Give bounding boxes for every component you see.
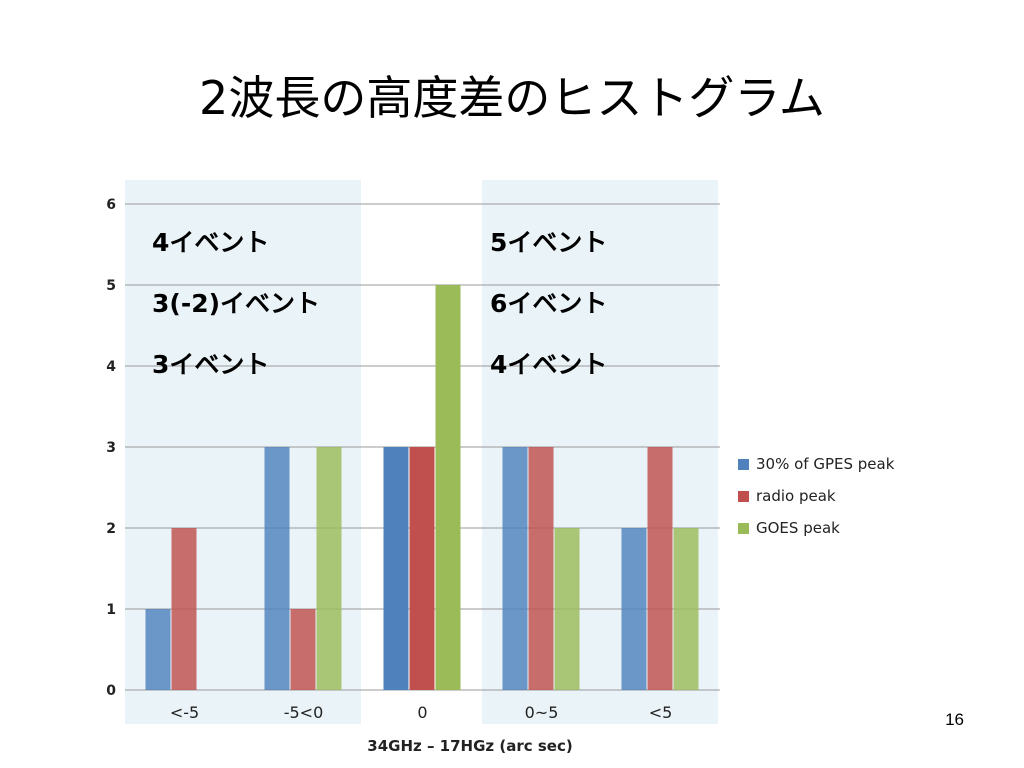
bar-0-1 <box>264 447 290 690</box>
bar-2-2 <box>435 285 461 690</box>
legend-label-radio: radio peak <box>756 487 836 505</box>
bar-2-1 <box>316 447 342 690</box>
annotation-left-red: 3(-2)イベント <box>152 289 321 318</box>
legend-swatch-radio <box>738 490 749 502</box>
y-tick-label-5: 5 <box>106 278 116 294</box>
y-tick-label-6: 6 <box>106 197 116 213</box>
y-tick-label-4: 4 <box>106 359 116 375</box>
x-tick-label-4: <5 <box>649 703 673 722</box>
legend-item-radio: radio peak <box>738 480 894 512</box>
bar-1-2 <box>409 447 435 690</box>
x-axis-title: 34GHz – 17HGz (arc sec) <box>367 737 573 755</box>
x-tick-label-1: -5<0 <box>284 703 324 722</box>
legend-item-gpes: 30% of GPES peak <box>738 448 894 480</box>
y-tick-label-1: 1 <box>106 602 116 618</box>
bar-0-0 <box>145 609 171 690</box>
legend-swatch-gpes <box>738 458 749 470</box>
annotation-left-blue: 4イベント <box>152 228 270 257</box>
annotation-right-blue: 5イベント <box>490 228 608 257</box>
bar-0-3 <box>502 447 528 690</box>
legend-label-goes: GOES peak <box>756 519 840 537</box>
y-tick-label-2: 2 <box>106 521 116 537</box>
slide-title: 2波長の高度差のヒストグラム <box>199 71 825 125</box>
annotation-left-green: 3イベント <box>152 350 270 379</box>
bar-0-2 <box>383 447 409 690</box>
y-tick-label-0: 0 <box>106 683 116 699</box>
x-tick-label-3: 0~5 <box>525 703 559 722</box>
bars <box>145 285 699 690</box>
legend-label-gpes: 30% of GPES peak <box>756 455 895 473</box>
page-number: 16 <box>945 710 964 729</box>
bar-1-3 <box>528 447 554 690</box>
y-tick-label-3: 3 <box>106 440 116 456</box>
bar-1-4 <box>647 447 673 690</box>
x-tick-labels: <-5 -5<0 0 0~5 <5 <box>170 703 672 722</box>
bar-1-1 <box>290 609 316 690</box>
x-tick-label-2: 0 <box>417 703 427 722</box>
legend-item-goes: GOES peak <box>738 512 894 544</box>
bar-2-3 <box>554 528 580 690</box>
x-tick-label-0: <-5 <box>170 703 199 722</box>
legend-swatch-goes <box>738 522 749 534</box>
bar-2-4 <box>673 528 699 690</box>
chart-legend: 30% of GPES peak radio peak GOES peak <box>738 448 894 544</box>
bar-0-4 <box>621 528 647 690</box>
bar-1-0 <box>171 528 197 690</box>
annotation-right-green: 4イベント <box>490 350 608 379</box>
annotation-right-red: 6イベント <box>490 289 608 318</box>
y-tick-labels: 0 1 2 3 4 5 6 <box>106 197 116 699</box>
